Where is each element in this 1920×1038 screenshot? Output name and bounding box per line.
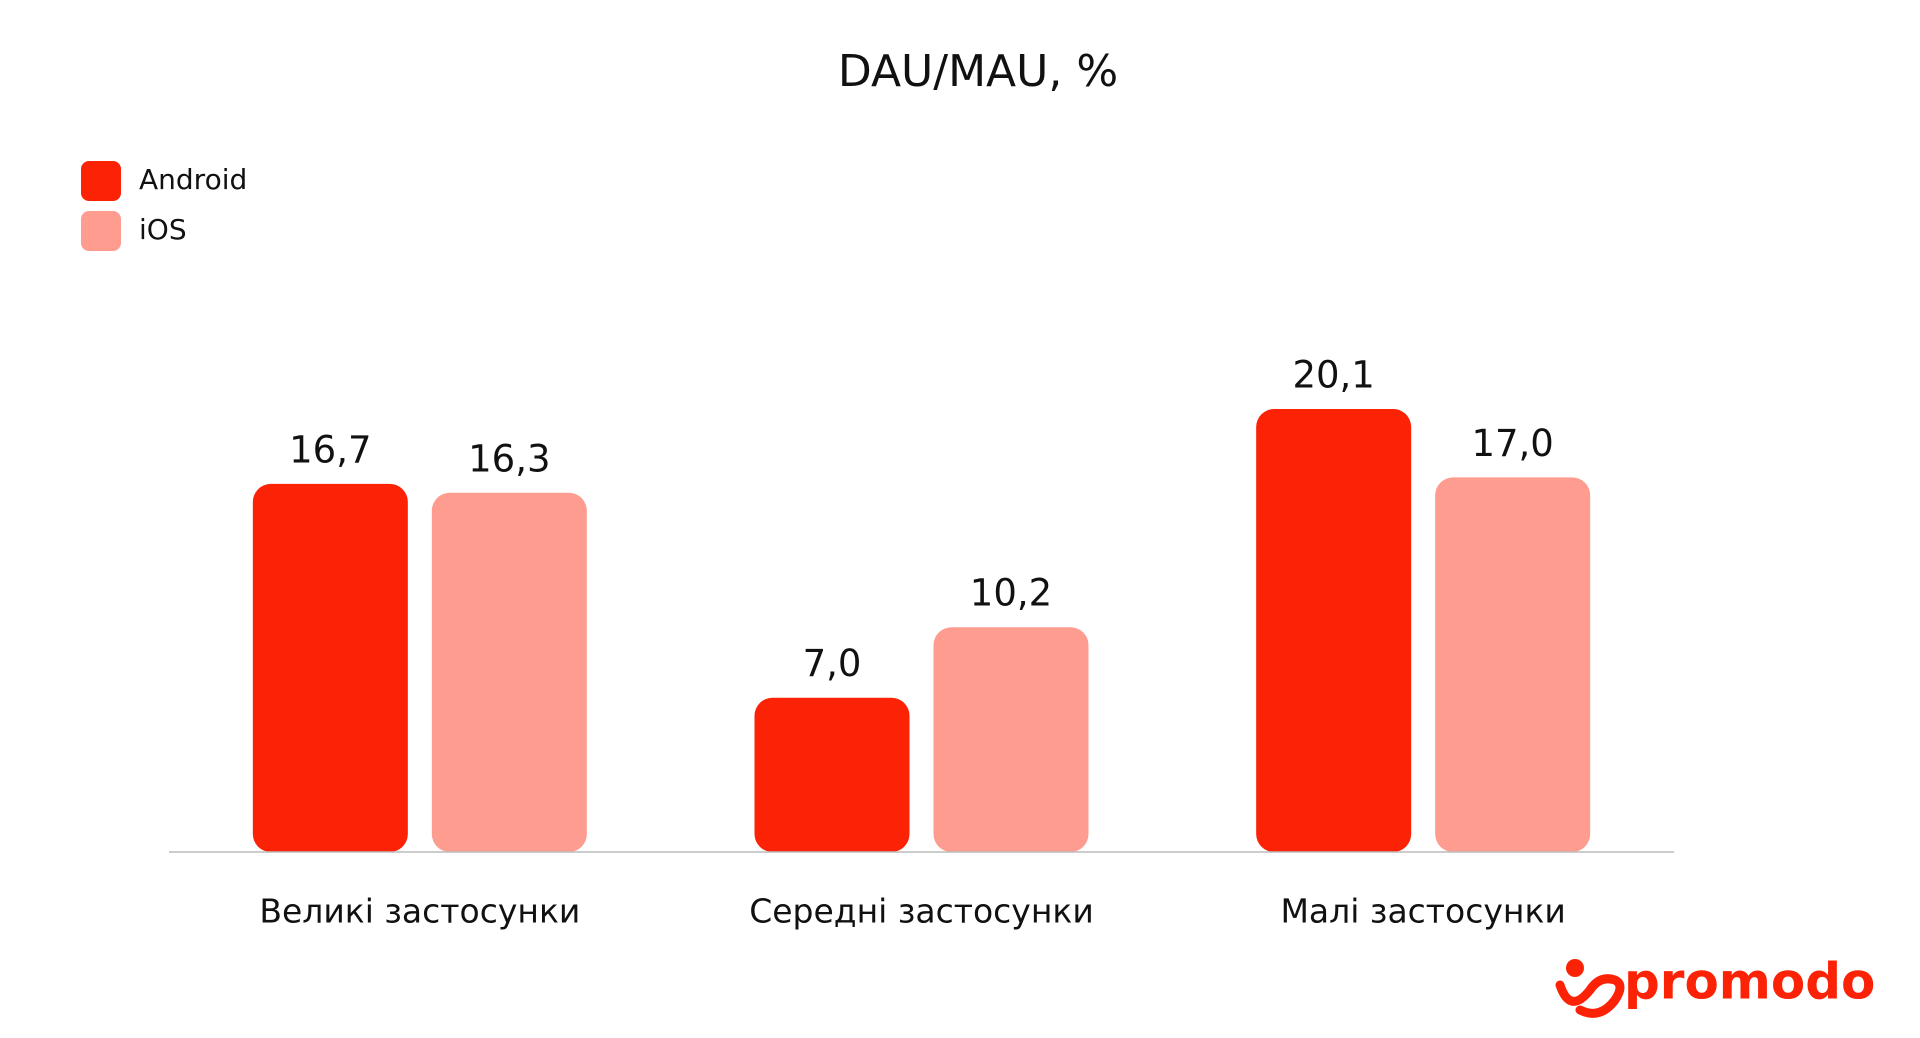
bar [754,697,910,852]
x-tick-label: Великі застосунки [259,892,580,931]
legend-swatch [81,211,121,251]
logo: promodo [1555,953,1875,1018]
bar [933,627,1089,852]
x-tick-label: Середні застосунки [749,892,1094,931]
value-label: 20,1 [1292,354,1374,397]
bar [252,483,408,852]
logo-icon [1555,974,1625,1018]
value-label: 16,3 [468,437,550,480]
bar [1435,477,1591,852]
value-label: 10,2 [970,572,1052,615]
value-label: 16,7 [289,428,371,471]
value-label: 7,0 [803,642,862,685]
chart-title: DAU/MAU, % [838,46,1118,97]
legend-label: iOS [139,213,187,246]
legend-label: Android [139,163,247,196]
logo-text: promodo [1624,953,1875,1011]
bar [1256,409,1412,852]
logo-icon [1566,959,1584,977]
x-tick-label: Малі застосунки [1280,892,1565,931]
bar [431,492,587,852]
value-label: 17,0 [1471,422,1553,465]
legend-swatch [81,161,121,201]
